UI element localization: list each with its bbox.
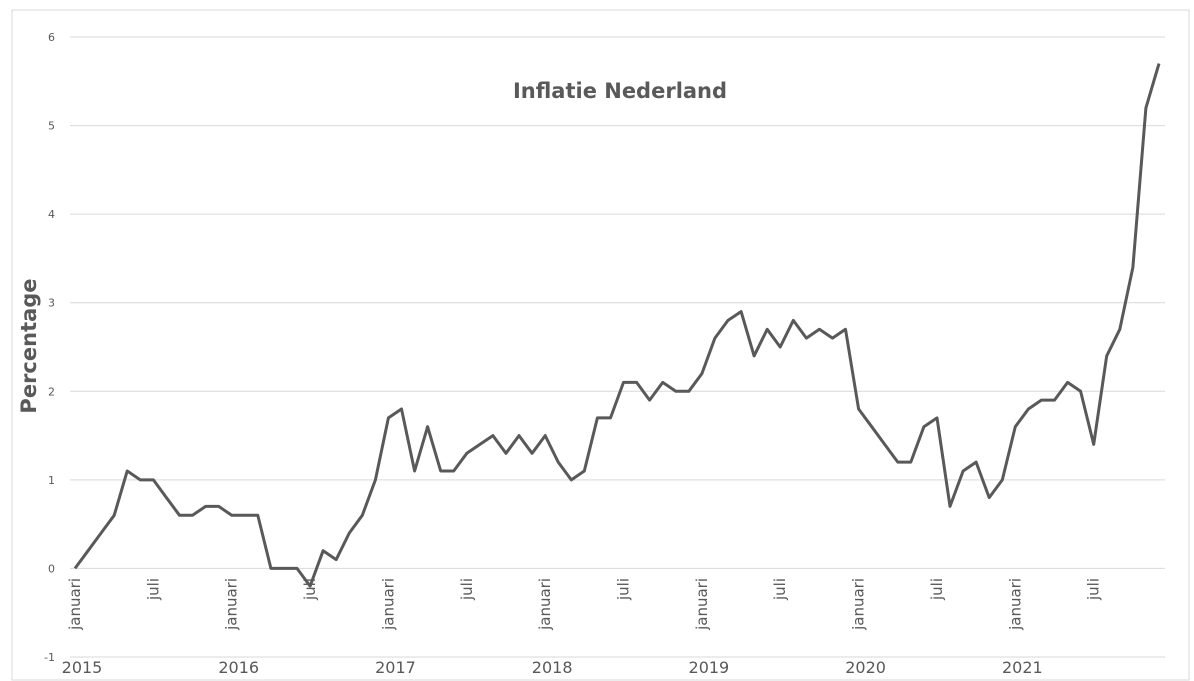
x-tick-label: januari bbox=[1006, 578, 1024, 631]
x-tick-label: juli bbox=[301, 578, 319, 601]
y-tick-label: -1 bbox=[44, 651, 55, 664]
x-tick-label: juli bbox=[144, 578, 162, 601]
chart-title: Inflatie Nederland bbox=[513, 79, 727, 103]
x-tick-label: januari bbox=[66, 578, 84, 631]
x-tick-label: januari bbox=[850, 578, 868, 631]
x-group-label: 2016 bbox=[218, 658, 259, 677]
x-tick-label: januari bbox=[536, 578, 554, 631]
x-group-label: 2020 bbox=[845, 658, 886, 677]
x-tick-label: januari bbox=[693, 578, 711, 631]
y-tick-label: 0 bbox=[48, 562, 55, 575]
x-group-label: 2017 bbox=[375, 658, 416, 677]
y-tick-label: 1 bbox=[48, 474, 55, 487]
y-tick-label: 4 bbox=[48, 208, 55, 221]
y-axis-label: Percentage bbox=[17, 278, 41, 413]
x-tick-label: juli bbox=[771, 578, 789, 601]
chart-border bbox=[11, 9, 1190, 681]
x-tick-label: juli bbox=[1085, 578, 1103, 601]
y-tick-label: 3 bbox=[48, 297, 55, 310]
y-tick-label: 5 bbox=[48, 120, 55, 133]
line-series bbox=[73, 63, 1161, 588]
x-tick-label: januari bbox=[223, 578, 241, 631]
y-tick-label: 2 bbox=[48, 385, 55, 398]
x-group-label: 2021 bbox=[1002, 658, 1043, 677]
x-tick-label: juli bbox=[615, 578, 633, 601]
x-group-label: 2018 bbox=[532, 658, 573, 677]
x-tick-label: juli bbox=[458, 578, 476, 601]
y-tick-label: 6 bbox=[48, 31, 55, 44]
x-tick-label: januari bbox=[379, 578, 397, 631]
x-group-label: 2015 bbox=[62, 658, 103, 677]
x-tick-label: juli bbox=[928, 578, 946, 601]
x-group-label: 2019 bbox=[689, 658, 730, 677]
